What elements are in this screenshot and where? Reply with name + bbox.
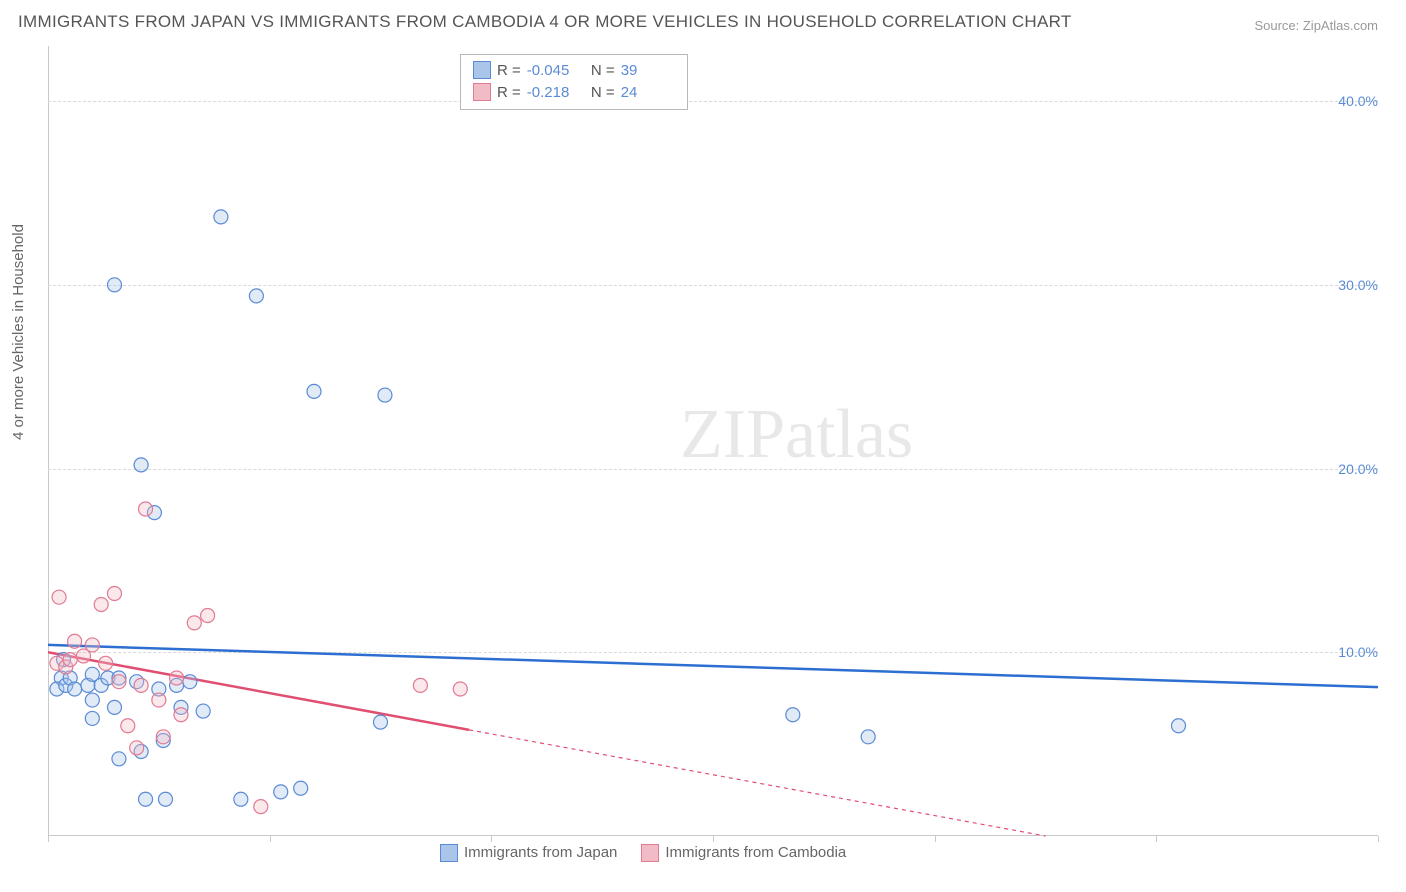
data-point xyxy=(254,800,268,814)
data-point xyxy=(1172,719,1186,733)
data-point xyxy=(139,502,153,516)
legend-item-japan: Immigrants from Japan xyxy=(440,844,617,862)
data-point xyxy=(134,458,148,472)
x-tick xyxy=(1156,836,1157,842)
legend-label-japan: Immigrants from Japan xyxy=(464,844,617,861)
legend-r-label: R = xyxy=(497,62,521,79)
data-point xyxy=(139,792,153,806)
data-point xyxy=(170,671,184,685)
legend-swatch-cambodia xyxy=(473,83,491,101)
legend-r-label: R = xyxy=(497,84,521,101)
data-point xyxy=(201,609,215,623)
data-point xyxy=(112,752,126,766)
data-point xyxy=(453,682,467,696)
x-tick xyxy=(713,836,714,842)
data-point xyxy=(156,730,170,744)
series-legend: Immigrants from Japan Immigrants from Ca… xyxy=(440,844,846,862)
chart-canvas xyxy=(48,46,1378,836)
data-point xyxy=(99,656,113,670)
x-tick xyxy=(270,836,271,842)
legend-row-cambodia: R = -0.218 N = 24 xyxy=(473,81,675,103)
legend-n-cambodia: 24 xyxy=(621,84,675,101)
data-point xyxy=(112,675,126,689)
y-axis-label: 4 or more Vehicles in Household xyxy=(10,224,27,440)
legend-n-japan: 39 xyxy=(621,62,675,79)
chart-title: IMMIGRANTS FROM JAPAN VS IMMIGRANTS FROM… xyxy=(18,12,1072,32)
correlation-legend: R = -0.045 N = 39 R = -0.218 N = 24 xyxy=(460,54,688,110)
legend-item-cambodia: Immigrants from Cambodia xyxy=(641,844,846,862)
data-point xyxy=(294,781,308,795)
data-point xyxy=(52,590,66,604)
x-tick xyxy=(48,836,49,842)
data-point xyxy=(786,708,800,722)
data-point xyxy=(274,785,288,799)
data-point xyxy=(85,693,99,707)
data-point xyxy=(249,289,263,303)
data-point xyxy=(108,700,122,714)
data-point xyxy=(214,210,228,224)
data-point xyxy=(152,693,166,707)
legend-r-cambodia: -0.218 xyxy=(527,84,581,101)
legend-n-label: N = xyxy=(587,84,615,101)
legend-row-japan: R = -0.045 N = 39 xyxy=(473,59,675,81)
source-label: Source: ZipAtlas.com xyxy=(1254,18,1378,33)
data-point xyxy=(307,384,321,398)
data-point xyxy=(158,792,172,806)
data-point xyxy=(108,278,122,292)
x-tick xyxy=(1378,836,1379,842)
legend-swatch-cambodia-icon xyxy=(641,844,659,862)
data-point xyxy=(63,653,77,667)
legend-n-label: N = xyxy=(587,62,615,79)
legend-swatch-japan-icon xyxy=(440,844,458,862)
data-point xyxy=(196,704,210,718)
data-point xyxy=(68,682,82,696)
legend-r-japan: -0.045 xyxy=(527,62,581,79)
data-point xyxy=(234,792,248,806)
data-point xyxy=(94,598,108,612)
legend-label-cambodia: Immigrants from Cambodia xyxy=(665,844,846,861)
legend-swatch-japan xyxy=(473,61,491,79)
data-point xyxy=(85,638,99,652)
data-point xyxy=(68,634,82,648)
trend-line xyxy=(48,645,1378,687)
x-tick xyxy=(491,836,492,842)
x-tick xyxy=(935,836,936,842)
data-point xyxy=(413,678,427,692)
data-point xyxy=(378,388,392,402)
data-point xyxy=(130,741,144,755)
data-point xyxy=(183,675,197,689)
data-point xyxy=(861,730,875,744)
data-point xyxy=(174,708,188,722)
data-point xyxy=(85,711,99,725)
data-point xyxy=(121,719,135,733)
data-point xyxy=(108,586,122,600)
trend-line-extrapolated xyxy=(469,730,1045,836)
data-point xyxy=(187,616,201,630)
data-point xyxy=(374,715,388,729)
data-point xyxy=(134,678,148,692)
